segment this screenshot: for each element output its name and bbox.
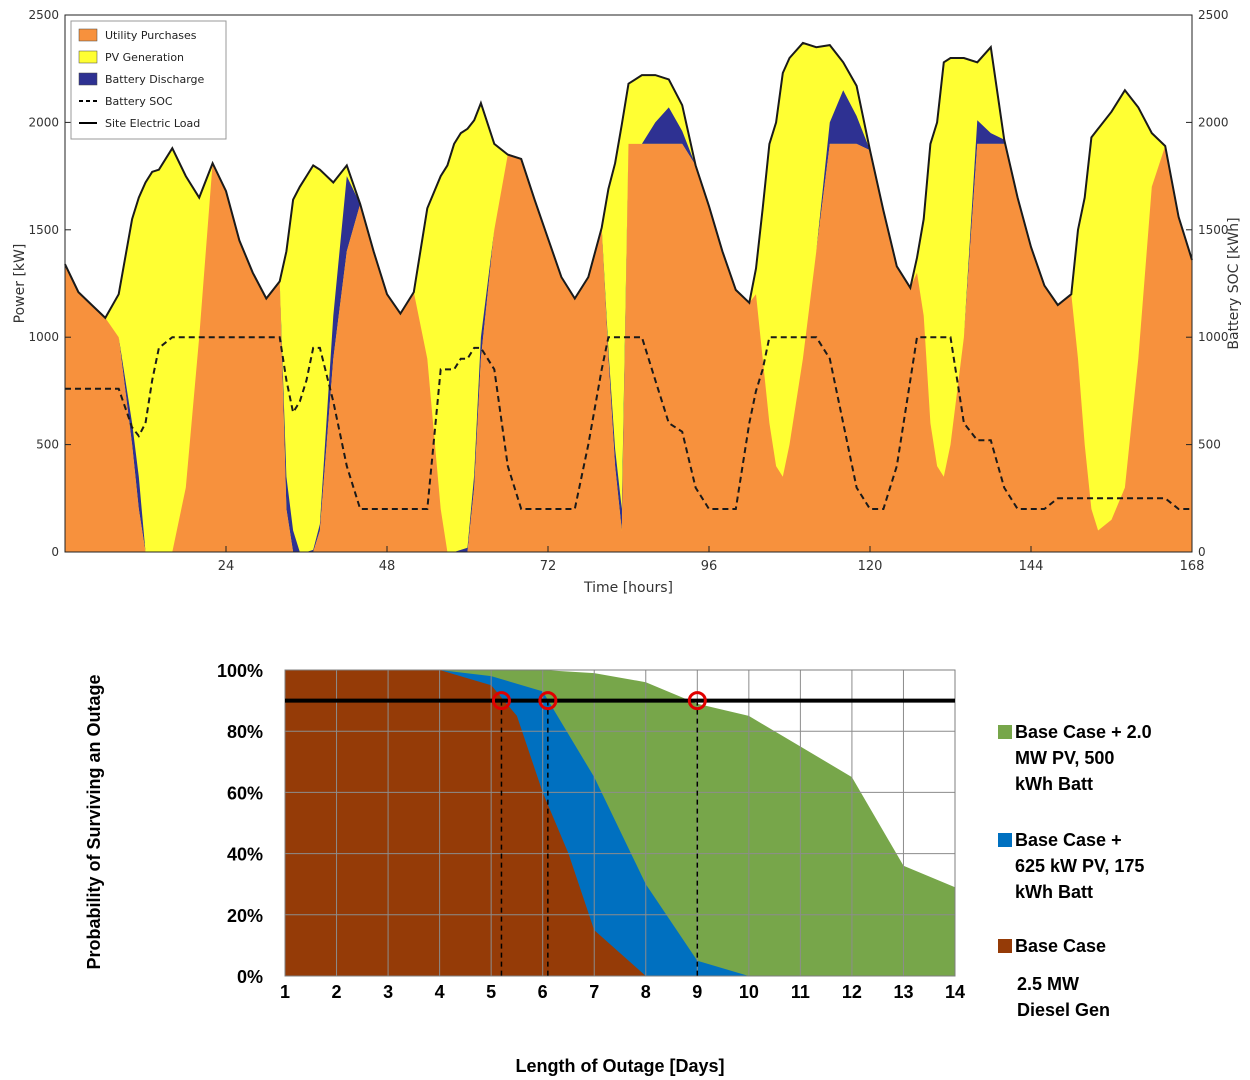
area-base-case xyxy=(285,670,646,976)
x-tick-label: 13 xyxy=(893,982,913,1002)
y-tick-label: 1500 xyxy=(28,223,59,237)
power-chart: 24 48 72 96 120 144 16805001000150020002500050… xyxy=(12,8,1242,596)
x-axis-label: Time [hours] xyxy=(583,580,673,596)
plot-frame xyxy=(64,14,1193,553)
x-tick-label: 2 xyxy=(332,982,342,1002)
x-tick-label: 24 xyxy=(218,559,235,574)
legend-label-line: kWh Batt xyxy=(1015,882,1093,902)
legend-swatch xyxy=(998,725,1012,739)
legend-power: Utility Purchases PV Generation Battery Di… xyxy=(70,20,227,140)
x-tick-label: 11 xyxy=(791,982,810,1002)
y2-tick-label: 1000 xyxy=(1198,330,1229,344)
x-tick-label: 10 xyxy=(739,982,759,1002)
legend-label: Battery Discharge xyxy=(105,73,205,86)
x-tick-label: 1 xyxy=(280,982,290,1002)
y2-tick-label: 1500 xyxy=(1198,223,1229,237)
legend-sublabel-line: Diesel Gen xyxy=(1017,1000,1110,1020)
y2-tick-label: 2000 xyxy=(1198,115,1229,129)
x-tick-label: 48 xyxy=(379,559,396,574)
y-axis-label: Probability of Surviving an Outage xyxy=(84,674,104,969)
x-tick-label: 120 xyxy=(858,559,883,574)
y-tick-label: 40% xyxy=(227,845,263,865)
y-tick-label: 1000 xyxy=(28,330,59,344)
legend-sublabel-line: 2.5 MW xyxy=(1017,974,1079,994)
site-electric-load-line xyxy=(64,41,1193,320)
y-tick-label: 0% xyxy=(237,967,263,987)
x-tick-label: 12 xyxy=(842,982,862,1002)
x-tick-label: 144 xyxy=(1019,559,1044,574)
y2-axis-label: Battery SOC [kWh] xyxy=(1226,217,1242,349)
y2-tick-label: 0 xyxy=(1198,545,1206,559)
legend-label: Site Electric Load xyxy=(105,117,200,130)
threshold-marker xyxy=(687,691,707,711)
threshold-marker xyxy=(491,691,511,711)
y-tick-label: 80% xyxy=(227,722,263,742)
x-tick-label: 72 xyxy=(540,559,557,574)
x-tick-label: 96 xyxy=(701,559,718,574)
x-tick-label: 6 xyxy=(538,982,548,1002)
y-tick-label: 500 xyxy=(36,438,59,452)
y-tick-label: 60% xyxy=(227,783,263,803)
legend-label-line: Base Case + xyxy=(1015,830,1122,850)
y-tick-label: 20% xyxy=(227,906,263,926)
x-tick-label: 3 xyxy=(383,982,393,1002)
threshold-marker xyxy=(538,691,558,711)
legend-label-line: 625 kW PV, 175 xyxy=(1015,856,1144,876)
legend-label-line: kWh Batt xyxy=(1015,774,1093,794)
y2-tick-label: 500 xyxy=(1198,438,1221,452)
battery-soc-line xyxy=(65,336,1192,510)
legend-swatch xyxy=(78,50,98,64)
legend-outage: Base Case + 2.0 MW PV, 500 kWh Batt Base Ca… xyxy=(998,722,1152,1020)
x-tick-label: 7 xyxy=(589,982,599,1002)
x-tick-label: 8 xyxy=(641,982,651,1002)
x-tick-label: 5 xyxy=(486,982,496,1002)
plot-frame xyxy=(284,669,956,977)
x-tick-label: 9 xyxy=(692,982,702,1002)
legend-swatch xyxy=(998,939,1012,953)
legend-swatch xyxy=(78,72,98,86)
outage-chart: 1 2 3 4 5 6 7 8 9 10 11 12 13 140%20%40%60%80%100%Len… xyxy=(84,661,1152,1076)
battery-discharge-area xyxy=(65,90,1192,552)
y-tick-label: 100% xyxy=(217,661,263,681)
y-tick-label: 2500 xyxy=(28,8,59,22)
legend-label-line: Base Case xyxy=(1015,936,1106,956)
legend-label: PV Generation xyxy=(105,51,184,64)
legend-swatch xyxy=(998,833,1012,847)
y-tick-label: 2000 xyxy=(28,115,59,129)
legend-label-line: Base Case + 2.0 xyxy=(1015,722,1152,742)
x-tick-label: 168 xyxy=(1180,559,1205,574)
y-tick-label: 0 xyxy=(51,545,59,559)
x-axis-label: Length of Outage [Days] xyxy=(515,1056,724,1076)
y2-tick-label: 2500 xyxy=(1198,8,1229,22)
legend-label: Utility Purchases xyxy=(105,29,197,42)
x-tick-label: 14 xyxy=(945,982,965,1002)
x-tick-label: 4 xyxy=(435,982,445,1002)
utility-purchases-area xyxy=(65,143,1192,552)
legend-swatch xyxy=(78,28,98,42)
legend-label-line: MW PV, 500 xyxy=(1015,748,1114,768)
legend-label: Battery SOC xyxy=(105,95,173,108)
y-axis-label: Power [kW] xyxy=(12,244,28,324)
